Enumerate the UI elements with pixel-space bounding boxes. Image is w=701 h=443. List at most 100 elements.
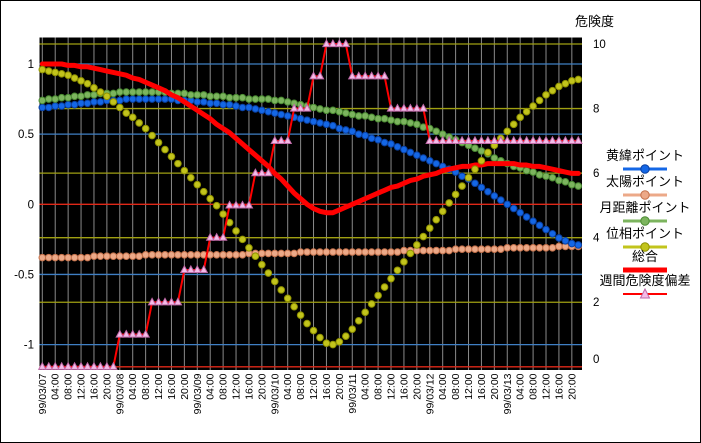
triangle-marker-icon [63, 361, 73, 370]
circle-marker-icon [354, 316, 363, 325]
circle-marker-icon [342, 248, 350, 256]
legend-label-moon-distance: 月距離ポイント [599, 200, 691, 215]
circle-marker-icon [406, 249, 415, 258]
circle-marker-icon [516, 208, 524, 217]
triangle-marker-icon [560, 135, 570, 144]
y-right-tick-label: 0 [593, 354, 599, 366]
circle-marker-icon [438, 246, 447, 255]
circle-marker-icon [232, 251, 240, 259]
triangle-marker-icon [276, 135, 286, 144]
triangle-marker-icon [393, 103, 402, 112]
circle-marker-icon [193, 180, 202, 189]
circle-marker-icon [38, 253, 47, 262]
x-tick-label: 04:00 [437, 373, 449, 399]
circle-marker-icon [548, 243, 557, 252]
circle-marker-icon [232, 93, 240, 102]
circle-marker-icon [193, 251, 202, 259]
triangle-marker-icon [309, 71, 318, 80]
circle-marker-icon [128, 113, 137, 122]
circle-marker-icon [400, 246, 408, 255]
triangle-marker-icon [515, 135, 525, 144]
circle-marker-icon [122, 88, 131, 96]
circle-marker-icon [154, 95, 163, 103]
legend-marker-moon-distance [623, 216, 667, 226]
circle-marker-icon [290, 249, 298, 258]
circle-marker-icon [264, 95, 273, 103]
circle-marker-icon [516, 113, 524, 122]
circle-marker-icon [322, 339, 331, 347]
triangle-marker-icon [451, 135, 461, 144]
circle-marker-icon [419, 232, 428, 241]
circle-marker-icon [316, 105, 324, 113]
left-axis-labels: 1 0.5 0 -0.5 -1 [14, 59, 34, 352]
circle-marker-icon [335, 124, 344, 133]
circle-marker-icon [400, 117, 408, 126]
circle-marker-icon [393, 142, 402, 151]
triangle-marker-icon [115, 329, 125, 338]
circle-marker-icon [329, 121, 337, 130]
triangle-marker-icon [147, 297, 157, 306]
circle-marker-icon [51, 95, 60, 103]
circle-marker-icon [245, 95, 253, 103]
circle-marker-icon [380, 283, 389, 291]
triangle-marker-icon [541, 135, 551, 144]
circle-marker-icon [380, 138, 389, 147]
circle-marker-icon [640, 242, 650, 252]
x-tick-label: 99/03/09 [192, 373, 204, 414]
circle-marker-icon [161, 95, 169, 103]
circle-marker-icon [309, 248, 318, 256]
circle-marker-icon [471, 179, 479, 188]
circle-marker-icon [206, 99, 215, 108]
circle-marker-icon [90, 91, 98, 99]
circle-marker-icon [322, 106, 331, 115]
circle-marker-icon [393, 117, 402, 126]
circle-marker-icon [225, 100, 234, 109]
y-right-tick-label: 2 [593, 297, 599, 309]
circle-marker-icon [322, 120, 331, 129]
legend-item-phase: 位相ポイント [587, 227, 700, 254]
circle-marker-icon [154, 138, 163, 147]
circle-marker-icon [425, 246, 434, 255]
series-phase-point [38, 65, 583, 349]
circle-marker-icon [115, 103, 124, 112]
x-tick-label: 20:00 [256, 373, 268, 399]
triangle-marker-icon [83, 361, 92, 370]
x-tick-label: 04:00 [205, 373, 217, 399]
circle-marker-icon [303, 319, 311, 328]
circle-marker-icon [529, 168, 537, 176]
circle-marker-icon [238, 251, 247, 259]
triangle-marker-icon [108, 361, 118, 370]
x-tick-label: 20:00 [566, 373, 578, 399]
circle-marker-icon [174, 159, 182, 168]
circle-marker-icon [148, 251, 156, 259]
circle-marker-icon [419, 154, 428, 162]
x-tick-label: 16:00 [88, 373, 100, 399]
circle-marker-icon [225, 251, 234, 259]
x-axis-labels: 99/03/07 04:00 08:00 12:00 16:00 20:00 99/03/0… [37, 373, 579, 414]
circle-marker-icon [490, 154, 499, 162]
triangle-marker-icon [567, 135, 577, 144]
circle-marker-icon [561, 178, 570, 186]
triangle-marker-icon [263, 168, 273, 177]
circle-marker-icon [367, 248, 376, 256]
legend-label-weekly-deviation: 週間危険度偏差 [599, 273, 691, 288]
circle-marker-icon [522, 243, 531, 252]
circle-marker-icon [329, 340, 337, 349]
circle-marker-icon [561, 79, 570, 88]
circle-marker-icon [225, 93, 234, 102]
y-left-tick-label: 1 [28, 59, 34, 71]
circle-marker-icon [458, 182, 466, 190]
circle-marker-icon [270, 109, 279, 117]
circle-marker-icon [361, 308, 369, 317]
circle-marker-icon [122, 109, 131, 117]
triangle-marker-icon [173, 297, 183, 306]
triangle-marker-icon [44, 361, 54, 370]
x-tick-label: 04:00 [360, 373, 372, 399]
circle-marker-icon [161, 251, 169, 259]
circle-marker-icon [187, 91, 195, 99]
circle-marker-icon [83, 99, 92, 108]
circle-marker-icon [245, 243, 253, 252]
triangle-marker-icon [522, 135, 532, 144]
circle-marker-icon [270, 96, 279, 105]
